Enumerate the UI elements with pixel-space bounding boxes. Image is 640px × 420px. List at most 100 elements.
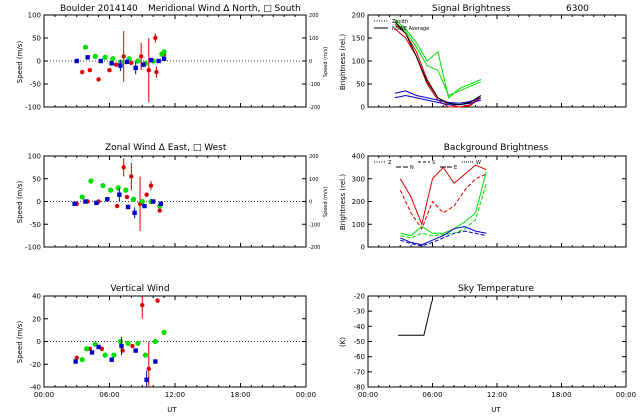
background-legend-label: E bbox=[454, 165, 457, 171]
zonal-point-green bbox=[123, 187, 129, 193]
signal-series-line bbox=[394, 90, 482, 104]
vert-point-red bbox=[146, 366, 151, 371]
zonal-point-red bbox=[144, 192, 149, 197]
zonal-point-green bbox=[130, 196, 137, 202]
background-ytick-label: 100 bbox=[352, 221, 365, 229]
background-frame bbox=[367, 155, 627, 248]
zonal-point-red bbox=[129, 174, 134, 179]
zonal-point-red bbox=[124, 194, 130, 200]
signal-legend-label: Zenith bbox=[392, 19, 408, 25]
merid-title-left: Boulder 2014140 bbox=[60, 4, 138, 14]
sky-title: Sky Temperature bbox=[458, 284, 534, 294]
vert-xtick-label: 18:00 bbox=[230, 391, 250, 399]
merid-ytick-right-label: -100 bbox=[309, 82, 320, 88]
vert-point-red bbox=[155, 298, 160, 303]
merid-point-red bbox=[113, 62, 119, 67]
merid-point-blue bbox=[133, 65, 138, 71]
merid-point-red bbox=[87, 68, 93, 73]
merid-point-green bbox=[102, 54, 108, 60]
background-series-line bbox=[400, 230, 487, 247]
vert-ylabel: Speed (m/s) bbox=[16, 321, 24, 364]
sky-xtick-label: 00:00 bbox=[616, 391, 636, 399]
merid-point-blue bbox=[148, 57, 154, 63]
sky-xtick-label: 12:00 bbox=[487, 391, 507, 399]
background-series-line bbox=[400, 183, 487, 239]
merid-point-green bbox=[82, 44, 89, 50]
merid-point-red bbox=[146, 68, 151, 73]
signal-legend-label: NSWE Average bbox=[392, 26, 429, 32]
vert-xtick-label: 00:00 bbox=[34, 391, 54, 399]
zonal-point-blue bbox=[125, 204, 131, 210]
background-ytick-label: 0 bbox=[361, 244, 365, 252]
vert-point-blue bbox=[133, 348, 138, 353]
merid-point-red bbox=[154, 69, 159, 75]
merid-ytick-right-label: 200 bbox=[309, 13, 319, 19]
vert-point-red bbox=[74, 355, 79, 361]
zonal-ytick-right-label: 100 bbox=[309, 177, 319, 183]
merid-point-green bbox=[92, 53, 98, 60]
merid-ylabel-right: Speed (m/s) bbox=[323, 47, 329, 77]
background-ytick-label: 200 bbox=[352, 198, 365, 206]
meridional-wind-panel: Boulder 2014140 Meridional Wind Δ North,… bbox=[16, 4, 329, 112]
merid-point-red bbox=[80, 69, 85, 75]
sky-xtick-label: 00:00 bbox=[358, 391, 378, 399]
signal-brightness-panel: Signal Brightness 6300 Brightness (rel.)… bbox=[339, 4, 627, 112]
vertical-wind-panel: Vertical Wind Speed (m/s) UT -40 -20 0 20 40… bbox=[16, 284, 316, 414]
vert-xtick-label: 12:00 bbox=[165, 391, 185, 399]
merid-point-blue bbox=[141, 62, 146, 67]
sky-xtick-label: 06:00 bbox=[422, 391, 442, 399]
zonal-point-green bbox=[139, 198, 145, 205]
zonal-ytick-label: -50 bbox=[30, 221, 41, 229]
vert-point-green bbox=[142, 352, 149, 358]
vert-point-blue bbox=[109, 357, 114, 362]
zonal-point-green bbox=[107, 187, 114, 193]
vert-ytick-label: 0 bbox=[37, 338, 41, 346]
vert-point-green bbox=[83, 346, 90, 352]
merid-ytick-label: -50 bbox=[30, 81, 41, 89]
zonal-ytick-label: -100 bbox=[25, 244, 41, 252]
zonal-point-blue bbox=[94, 200, 99, 206]
merid-ytick-label: 100 bbox=[28, 12, 41, 20]
merid-title-right: Meridional Wind Δ North, □ South bbox=[148, 4, 301, 14]
vert-point-blue bbox=[89, 350, 95, 355]
zonal-ytick-label: 0 bbox=[37, 198, 41, 206]
signal-series-line bbox=[394, 23, 482, 108]
vert-ytick-label: -40 bbox=[30, 384, 41, 392]
merid-ytick-right-label: 100 bbox=[309, 36, 319, 42]
sky-xtick-label: 18:00 bbox=[551, 391, 571, 399]
zonal-ytick-label: 50 bbox=[32, 175, 41, 183]
zonal-point-blue bbox=[150, 199, 156, 204]
signal-ytick-label: 50 bbox=[356, 81, 365, 89]
sky-ytick-label: -30 bbox=[354, 308, 365, 316]
vert-ytick-label: 40 bbox=[32, 293, 41, 301]
zonal-ytick-right-label: -100 bbox=[309, 222, 320, 228]
merid-point-blue bbox=[156, 58, 161, 64]
sky-ytick-label: -50 bbox=[354, 338, 365, 346]
background-legend-label: N bbox=[410, 165, 414, 171]
signal-series-line bbox=[394, 21, 482, 106]
zonal-point-green bbox=[88, 178, 94, 184]
signal-ytick-label: 100 bbox=[352, 58, 365, 66]
zonal-ylabel-right: Speed (m/s) bbox=[323, 187, 329, 217]
vert-point-green bbox=[111, 352, 117, 358]
signal-ytick-label: 150 bbox=[352, 35, 365, 43]
signal-series-line bbox=[394, 21, 482, 97]
signal-series-line bbox=[394, 94, 482, 106]
sky-ytick-label: -60 bbox=[354, 353, 365, 361]
merid-ytick-right-label: -200 bbox=[309, 105, 320, 111]
sky-ylabel: (K) bbox=[339, 337, 347, 347]
vert-point-blue bbox=[96, 344, 101, 350]
merid-point-red bbox=[153, 35, 158, 41]
zonal-point-blue bbox=[132, 210, 137, 216]
signal-series-line bbox=[394, 19, 482, 99]
vert-point-green bbox=[135, 340, 141, 346]
background-brightness-panel: Background Brightness Brightness (rel.) … bbox=[339, 143, 627, 252]
sky-ytick-label: -20 bbox=[354, 293, 365, 301]
vert-point-green bbox=[125, 340, 131, 346]
vert-point-blue bbox=[153, 359, 158, 364]
sky-xlabel: UT bbox=[491, 406, 501, 414]
vert-point-green bbox=[161, 329, 167, 335]
zonal-point-green bbox=[100, 182, 106, 189]
zonal-ytick-right-label: 0 bbox=[309, 200, 312, 206]
background-legend-label: S bbox=[432, 160, 435, 166]
